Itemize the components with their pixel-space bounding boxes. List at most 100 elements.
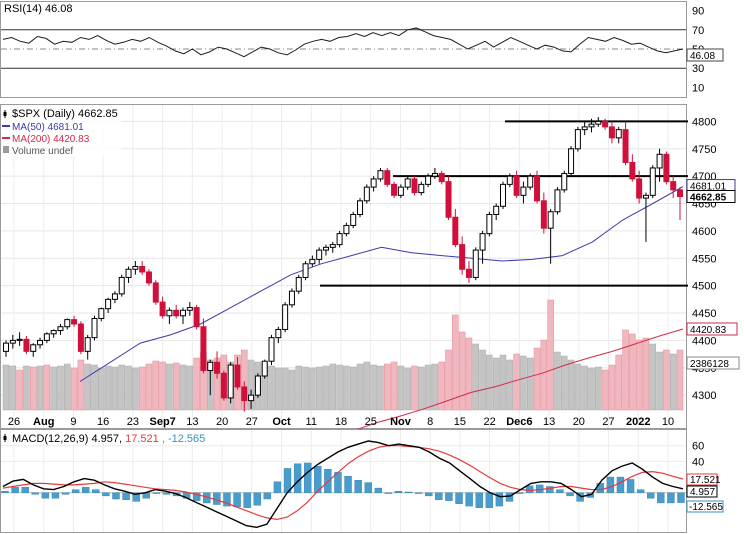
candle-body xyxy=(520,186,527,196)
candle-body xyxy=(472,249,479,278)
date-tick-label: 13 xyxy=(186,416,198,428)
candle-body xyxy=(234,364,241,388)
macd-histogram-bar xyxy=(455,492,463,504)
volume-bar xyxy=(656,351,663,411)
price-tick-label: 4750 xyxy=(692,144,716,156)
candle-body xyxy=(479,233,486,251)
candle-body xyxy=(554,189,561,213)
volume-bar xyxy=(295,365,302,411)
rsi-title: RSI(14) 46.08 xyxy=(4,3,72,15)
date-tick-label: 2022 xyxy=(626,416,650,428)
macd-histogram-bar xyxy=(253,492,261,506)
volume-bar xyxy=(642,337,650,411)
volume-bar xyxy=(492,357,500,411)
macd-histogram-bar xyxy=(606,476,615,493)
macd-title-hist: , -12.565 xyxy=(162,433,205,445)
macd-value: 4.957 xyxy=(690,487,715,498)
volume-bar xyxy=(526,357,534,411)
volume-bar xyxy=(343,365,350,411)
date-tick-label: 11 xyxy=(306,416,317,428)
candle-body xyxy=(268,337,275,362)
macd-histogram-bar xyxy=(505,492,514,502)
candle-body xyxy=(261,360,268,377)
candle-body xyxy=(377,170,384,180)
candle-body xyxy=(534,175,541,202)
candle-body xyxy=(350,213,357,226)
ma50-value: 4681.01 xyxy=(690,182,727,193)
volume-bar xyxy=(70,367,78,411)
volume-bar xyxy=(268,365,275,411)
candle-body xyxy=(561,172,568,191)
volume-bar xyxy=(411,365,418,411)
volume-bar xyxy=(172,362,180,411)
legend-ma200-label: MA(200) 4420.83 xyxy=(12,134,90,145)
volume-bar xyxy=(247,359,255,411)
macd-histogram-bar xyxy=(71,489,80,493)
candle-body xyxy=(370,178,377,188)
date-tick-label: Oct xyxy=(272,416,291,428)
candle-body xyxy=(547,211,554,229)
volume-bar xyxy=(384,363,391,411)
volume-bar xyxy=(588,367,595,411)
date-axis-ticks: 26 Aug 9 16 23 Sep7 13 20 27 Oct 11 18 25 Nov 8 15 22 Dec… xyxy=(8,416,674,428)
macd-histogram-bar xyxy=(303,462,312,493)
candle-body xyxy=(452,216,459,246)
volume-bar xyxy=(302,366,309,411)
candle-body xyxy=(663,153,670,183)
candle-body xyxy=(16,338,23,341)
macd-hist-box xyxy=(686,500,724,513)
date-tick-label: 23 xyxy=(127,416,139,428)
candle-body xyxy=(336,233,343,246)
volume-bar xyxy=(132,367,139,411)
date-tick-label: 10 xyxy=(662,416,674,428)
volume-bar xyxy=(329,363,337,411)
candle-body xyxy=(173,309,180,317)
candle-body xyxy=(214,361,221,374)
date-tick-label: 22 xyxy=(484,416,496,428)
candle-body xyxy=(595,120,602,125)
volume-bar xyxy=(370,364,377,411)
candle-body xyxy=(220,372,227,399)
candle-body xyxy=(125,268,132,278)
date-tick-label: 27 xyxy=(602,416,614,428)
volume-bar xyxy=(499,354,507,411)
macd-histogram-bar xyxy=(374,487,383,493)
macd-histogram-bar xyxy=(616,476,625,493)
macd-histogram-bar xyxy=(263,492,272,500)
rsi-gridlines xyxy=(1,29,686,69)
volume-bar xyxy=(111,366,119,411)
volume-bar xyxy=(363,361,371,411)
candle-body xyxy=(275,328,282,339)
legend-background xyxy=(1,106,121,156)
macd-line xyxy=(2,440,684,529)
macd-histogram-bar xyxy=(485,492,493,508)
candle-body xyxy=(499,183,506,207)
candle-body xyxy=(363,186,370,202)
volume-bar xyxy=(622,329,629,411)
ma200-line xyxy=(329,328,684,440)
rsi-panel: 9070503010 RSI(14) 46.08 46.08 xyxy=(0,1,724,98)
candle-body xyxy=(656,153,663,169)
volume-bar xyxy=(397,365,405,411)
macd-histogram-bar xyxy=(475,492,483,508)
price-tick-label: 4300 xyxy=(692,390,716,402)
rsi-value-box xyxy=(686,48,724,62)
volume-bar xyxy=(9,365,17,411)
candle-body xyxy=(91,318,98,339)
volume-bar xyxy=(445,349,452,411)
candle-body xyxy=(581,126,588,131)
macd-signal-line xyxy=(2,445,684,521)
volume-bar xyxy=(663,349,670,411)
date-tick-label: 15 xyxy=(454,416,466,428)
price-value: 4662.85 xyxy=(690,193,727,204)
volume-bar xyxy=(275,367,282,411)
candle-body xyxy=(670,181,677,191)
candle-body xyxy=(43,333,50,341)
macd-histogram-bar xyxy=(162,492,171,495)
date-tick-label: 27 xyxy=(246,416,258,428)
volume-bar xyxy=(193,357,200,411)
volume-bar xyxy=(486,354,493,411)
macd-histogram-bar xyxy=(636,489,645,493)
candle-body xyxy=(568,148,575,174)
volume-bar xyxy=(676,349,684,411)
